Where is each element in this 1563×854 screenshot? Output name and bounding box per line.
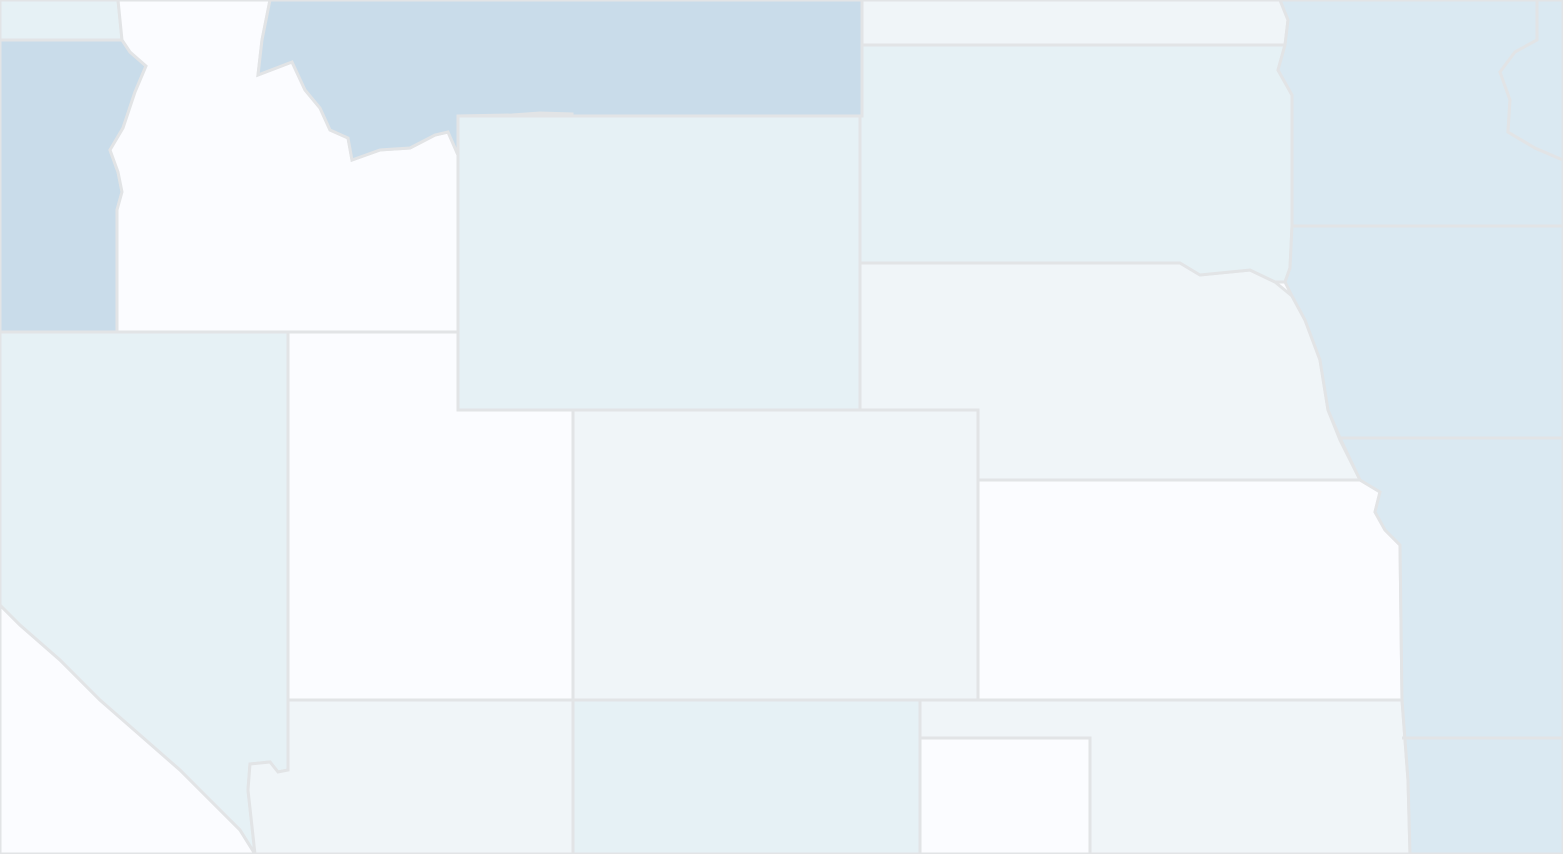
washington-region[interactable] xyxy=(0,0,124,42)
arizona-region[interactable] xyxy=(246,698,575,854)
colorado-region[interactable] xyxy=(571,408,980,702)
iowa-region[interactable] xyxy=(1283,224,1563,440)
wyoming-region[interactable] xyxy=(456,114,862,412)
missouri-region[interactable] xyxy=(1337,436,1563,854)
kansas-region[interactable] xyxy=(976,478,1404,702)
north-dakota-region[interactable] xyxy=(860,0,1290,47)
south-dakota-region[interactable] xyxy=(858,43,1294,284)
new-mexico-region[interactable] xyxy=(571,698,922,854)
oklahoma-panhandle-notch[interactable] xyxy=(918,736,1092,854)
wisconsin-region[interactable] xyxy=(1498,0,1563,162)
